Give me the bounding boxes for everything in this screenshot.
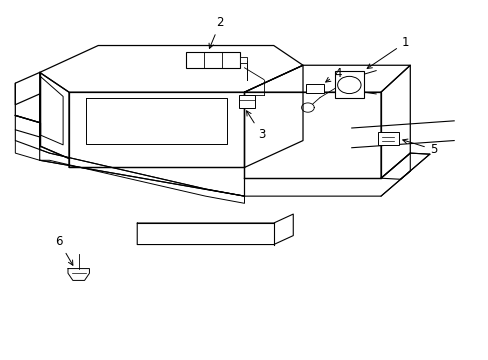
Text: 1: 1	[366, 36, 408, 68]
Bar	[306, 84, 324, 93]
Text: 2: 2	[209, 17, 224, 48]
Bar	[334, 71, 363, 98]
Text: 6: 6	[55, 235, 73, 265]
Text: 4: 4	[325, 67, 342, 82]
Bar	[185, 52, 239, 68]
Text: 5: 5	[402, 139, 436, 156]
Bar	[239, 57, 246, 63]
Bar	[239, 95, 254, 108]
Text: 3: 3	[246, 111, 264, 141]
Bar	[377, 132, 398, 145]
